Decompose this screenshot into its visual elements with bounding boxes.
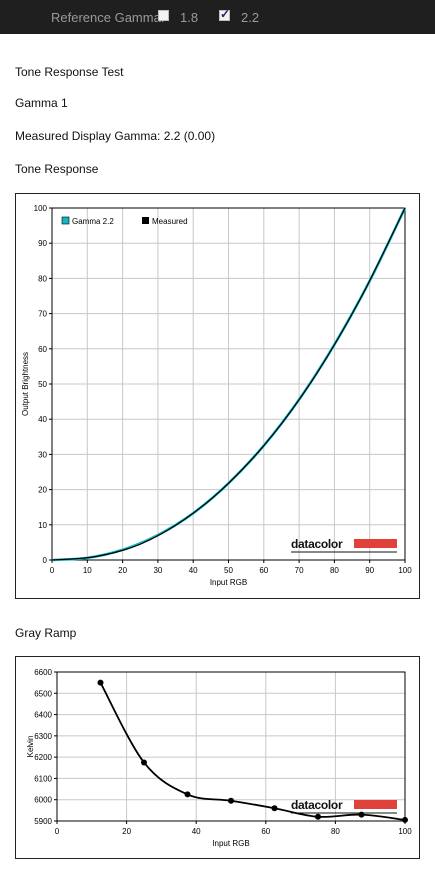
kelvin-data-point	[315, 813, 321, 820]
y-tick-label: 60	[38, 345, 47, 354]
x-tick-label: 100	[398, 827, 412, 836]
y-tick-label: 0	[43, 556, 48, 565]
x-tick-label: 80	[331, 827, 340, 836]
y-tick-label: 6100	[34, 774, 52, 783]
gamma-1-8-label[interactable]: 1.8	[180, 10, 199, 25]
gamma-1-8-checkbox[interactable]	[158, 10, 169, 21]
legend-swatch-gamma	[61, 216, 70, 225]
y-tick-label: 100	[34, 204, 48, 213]
gray-ramp-title: Gray Ramp	[15, 626, 77, 640]
y-tick-label: 20	[38, 486, 47, 495]
x-tick-label: 20	[122, 827, 131, 836]
y-tick-label: 6000	[34, 796, 52, 805]
tone-response-panel: 0 10 20 30 40 50 60 70 80 90 100 0 10 20 30 40 50 60 70 80 9…	[15, 193, 420, 599]
y-tick-label: 30	[38, 450, 47, 459]
x-tick-label: 40	[189, 566, 198, 575]
checkmark-icon: ✓	[220, 7, 231, 21]
y-tick-label: 6400	[34, 711, 52, 720]
measured-gamma-text: Measured Display Gamma: 2.2 (0.00)	[15, 129, 216, 143]
legend-label-measured: Measured	[152, 217, 188, 226]
tone-response-title: Tone Response	[15, 162, 99, 176]
x-tick-label: 80	[330, 566, 339, 575]
gamma-2-2-label[interactable]: 2.2	[241, 10, 260, 25]
x-tick-label: 0	[55, 827, 60, 836]
x-tick-label: 60	[259, 566, 268, 575]
y-tick-label: 10	[38, 521, 47, 530]
x-tick-label: 40	[192, 827, 201, 836]
x-tick-label: 70	[295, 566, 304, 575]
datacolor-logo-bar	[354, 539, 397, 548]
kelvin-data-point	[141, 759, 147, 766]
y-tick-label: 40	[38, 415, 47, 424]
y-tick-label: 5900	[34, 817, 52, 826]
x-tick-label: 20	[118, 566, 127, 575]
x-tick-label: 90	[365, 566, 374, 575]
plot-area-border	[56, 671, 406, 822]
x-tick-label: 0	[50, 566, 55, 575]
x-axis-label: Input RGB	[212, 839, 249, 848]
gray-ramp-panel: 0 20 40 60 80 100 5900 6000 6100 6200 6300 6400 6500…	[15, 656, 420, 859]
y-tick-label: 50	[38, 380, 47, 389]
y-axis-label: Output Brightness	[21, 352, 30, 416]
y-tick-label: 6500	[34, 689, 52, 698]
test-title: Tone Response Test	[15, 65, 124, 79]
kelvin-data-point	[402, 816, 408, 823]
datacolor-logo-text: datacolor	[291, 537, 343, 551]
y-tick-label: 90	[38, 239, 47, 248]
x-tick-label: 30	[153, 566, 162, 575]
y-axis-label: Kelvin	[26, 736, 35, 758]
y-tick-label: 6200	[34, 753, 52, 762]
legend-label-gamma: Gamma 2.2	[72, 217, 114, 226]
kelvin-data-point	[228, 797, 234, 804]
kelvin-data-point	[97, 679, 104, 686]
legend-swatch-measured	[142, 217, 149, 224]
y-tick-label: 6300	[34, 732, 52, 741]
x-axis-label: Input RGB	[210, 578, 247, 587]
x-tick-label: 50	[224, 566, 233, 575]
tone-response-chart: 0 10 20 30 40 50 60 70 80 90 100 0 10 20 30 40 50 60 70 80 9…	[21, 204, 412, 587]
kelvin-data-point	[271, 805, 278, 812]
kelvin-data-point	[358, 811, 365, 818]
profile-name: Gamma 1	[15, 96, 68, 110]
x-tick-label: 100	[398, 566, 412, 575]
y-tick-label: 70	[38, 310, 47, 319]
kelvin-data-point	[184, 791, 191, 798]
x-tick-label: 60	[261, 827, 270, 836]
reference-gamma-bar: Reference Gamma: 1.8 ✓ 2.2	[0, 0, 435, 34]
y-tick-label: 6600	[34, 668, 52, 677]
datacolor-logo-text: datacolor	[291, 798, 343, 812]
x-tick-label: 10	[83, 566, 92, 575]
series-line-measured	[51, 207, 406, 561]
reference-gamma-label: Reference Gamma:	[51, 10, 165, 25]
y-tick-label: 80	[38, 274, 47, 283]
plot-area-border	[51, 207, 406, 561]
gray-ramp-chart: 0 20 40 60 80 100 5900 6000 6100 6200 6300 6400 6500…	[26, 668, 412, 848]
gamma-2-2-checkbox[interactable]: ✓	[219, 7, 231, 21]
datacolor-logo-bar	[354, 800, 397, 809]
